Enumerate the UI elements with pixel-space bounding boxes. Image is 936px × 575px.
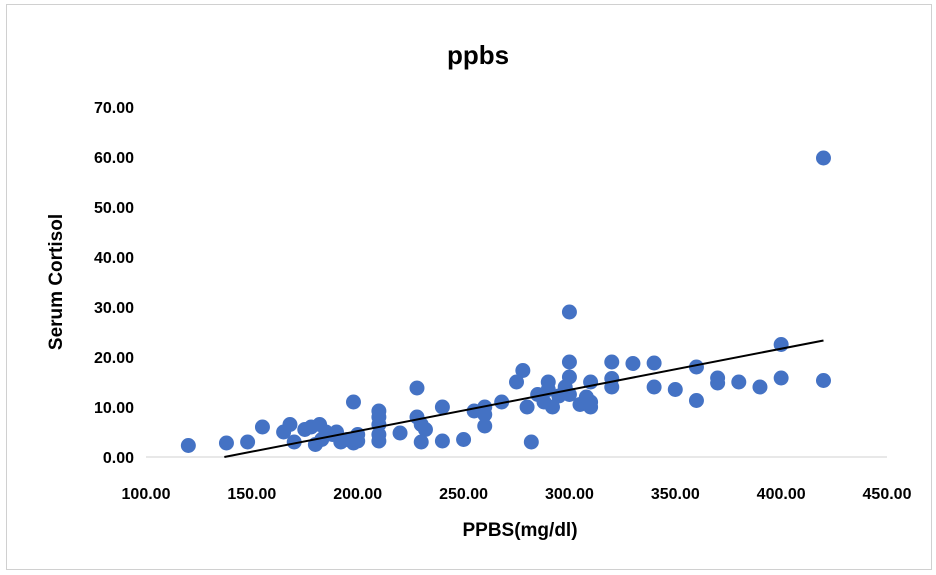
- trendline: [224, 339, 824, 458]
- data-point: [240, 434, 256, 450]
- data-point: [561, 304, 577, 320]
- data-point: [509, 374, 524, 390]
- data-point: [494, 394, 510, 410]
- x-tick-label: 250.00: [439, 486, 488, 503]
- y-tick-label: 70.00: [94, 100, 134, 117]
- x-tick-label: 400.00: [757, 486, 806, 503]
- data-point: [625, 356, 641, 371]
- data-point: [477, 418, 493, 434]
- data-point: [413, 434, 429, 450]
- data-point: [544, 399, 560, 415]
- data-point: [371, 433, 387, 449]
- x-tick-label: 150.00: [227, 486, 276, 503]
- data-point: [561, 369, 577, 385]
- data-point: [286, 434, 302, 450]
- y-tick-label: 10.00: [94, 400, 134, 417]
- data-point: [254, 419, 270, 435]
- data-point: [218, 435, 234, 451]
- y-tick-label: 30.00: [94, 300, 134, 317]
- data-point: [345, 394, 361, 410]
- x-tick-label: 350.00: [651, 486, 700, 503]
- data-point: [409, 380, 425, 396]
- data-point: [688, 359, 704, 375]
- y-tick-label: 60.00: [94, 150, 134, 167]
- data-point: [417, 422, 433, 437]
- chart-frame: [6, 4, 932, 570]
- data-point: [646, 379, 662, 395]
- data-point: [180, 438, 196, 453]
- y-axis-label: Serum Cortisol: [46, 214, 67, 350]
- x-axis-label: PPBS(mg/dl): [462, 520, 577, 541]
- data-point: [392, 425, 408, 441]
- y-tick-label: 50.00: [94, 200, 134, 217]
- data-points: [180, 150, 831, 453]
- y-tick-label: 0.00: [103, 450, 134, 467]
- x-tick-label: 200.00: [333, 486, 382, 503]
- data-point: [515, 363, 531, 378]
- x-tick-label: 450.00: [863, 486, 912, 503]
- data-point: [519, 399, 535, 415]
- data-point: [688, 393, 704, 408]
- chart-title: ppbs: [447, 40, 509, 70]
- data-point: [773, 370, 789, 386]
- data-point: [350, 433, 366, 449]
- y-tick-label: 20.00: [94, 350, 134, 367]
- data-point: [815, 150, 831, 166]
- data-point: [752, 379, 768, 395]
- x-tick-label: 100.00: [122, 486, 171, 503]
- data-point: [731, 374, 747, 390]
- data-point: [523, 434, 539, 450]
- y-axis-ticks: 0.00 10.00 20.00 30.00 40.00 50.00 60.00 70.00: [94, 100, 134, 467]
- data-point: [456, 432, 472, 447]
- data-point: [434, 433, 450, 449]
- data-point: [282, 417, 298, 432]
- data-point: [646, 355, 662, 371]
- data-point: [434, 399, 450, 415]
- data-point: [604, 354, 620, 370]
- x-axis-ticks: 100.00 150.00 200.00 250.00 300.00 350.00 400.…: [122, 486, 912, 503]
- data-point: [477, 407, 493, 422]
- data-point: [561, 354, 577, 370]
- data-point: [710, 375, 726, 391]
- x-tick-label: 300.00: [545, 486, 594, 503]
- data-point: [815, 373, 831, 388]
- data-point: [583, 399, 599, 415]
- y-tick-label: 40.00: [94, 250, 134, 267]
- data-point: [667, 382, 683, 397]
